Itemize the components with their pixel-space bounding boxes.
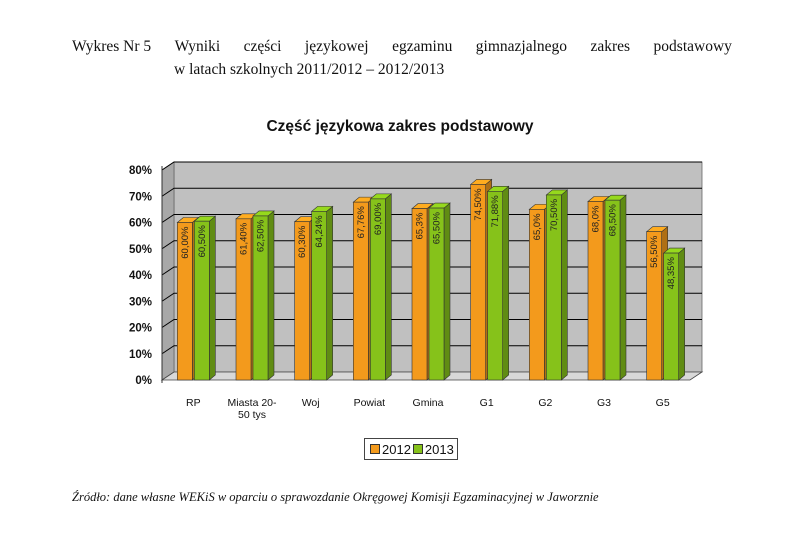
y-tick-label: 0%: [135, 375, 152, 387]
x-tick-label: Miasta 20-: [227, 397, 277, 409]
gridline: [161, 240, 702, 250]
x-tick-label: Woj: [302, 397, 320, 409]
legend-item-2012: 2012: [368, 442, 411, 457]
caption-line-1: Wykres Nr 5 Wyniki części językowej egza…: [72, 38, 732, 56]
data-label: 60,00%: [180, 226, 191, 259]
data-label: 71,88%: [490, 195, 501, 228]
bar-side-2013: [678, 247, 685, 381]
data-label: 60,30%: [297, 225, 308, 258]
y-tick-label: 40%: [129, 270, 152, 282]
source-note: Źródło: dane własne WEKiS w oparciu o sp…: [72, 490, 599, 504]
bar-side-2013: [619, 194, 627, 381]
x-tick-label: G5: [656, 397, 670, 409]
bar-side-2013: [326, 205, 333, 381]
bar-2013: [311, 211, 327, 381]
caption-word: Wyniki: [174, 38, 221, 55]
bar-side-2013: [443, 202, 451, 381]
data-label: 65,0%: [532, 213, 543, 240]
bar-side-2013: [502, 185, 509, 381]
gridline: [161, 345, 702, 355]
data-label: 61,40%: [239, 222, 250, 255]
legend-item-2013: 2013: [411, 442, 454, 457]
gridline: [161, 319, 702, 328]
bar-side-2013: [267, 210, 275, 381]
bar-2013: [604, 199, 621, 381]
bar-2012: [353, 201, 369, 381]
legend-swatch-2013: [412, 444, 423, 454]
data-label: 69,00%: [373, 202, 384, 235]
legend-label-2013: 2013: [424, 441, 454, 457]
bar-2013: [428, 207, 445, 381]
bar-2013: [487, 191, 503, 381]
caption-word: językowej: [304, 38, 369, 55]
gridline: [161, 161, 702, 171]
y-tick-label: 80%: [129, 165, 152, 177]
legend-label-2012: 2012: [382, 441, 411, 457]
bar-2013: [370, 198, 386, 381]
chart-legend: 2012 2013: [364, 438, 458, 460]
bar-2012: [470, 184, 486, 381]
bar-2012: [646, 231, 662, 381]
x-tick-label: 50 tys: [238, 409, 266, 421]
bar-side-2013: [385, 193, 392, 381]
x-tick-label: G2: [538, 397, 552, 409]
gridline: [161, 187, 702, 197]
y-tick-label: 50%: [129, 244, 152, 256]
figure-number: Wykres Nr 5: [72, 38, 152, 55]
data-label: 68,50%: [608, 204, 619, 237]
gridline: [161, 214, 702, 223]
data-label: 60,50%: [197, 225, 208, 258]
x-tick-label: Powiat: [354, 397, 386, 409]
bar-side-2013: [209, 215, 216, 381]
data-label: 62,50%: [256, 219, 267, 252]
bar-2013: [194, 220, 210, 381]
data-label: 70,50%: [549, 198, 560, 231]
y-tick-label: 30%: [129, 296, 152, 308]
caption-word: gimnazjalnego: [475, 38, 568, 55]
bar-2012: [411, 208, 428, 381]
x-tick-label: G1: [480, 397, 494, 409]
caption-word: części: [243, 38, 282, 55]
data-label: 56,50%: [649, 235, 660, 268]
figure-caption: Wykres Nr 5 Wyniki części językowej egza…: [72, 38, 732, 79]
bar-2012: [235, 218, 252, 381]
y-tick-label: 20%: [129, 323, 152, 335]
legend-swatch-2012: [370, 444, 380, 454]
caption-word: podstawowy: [653, 38, 732, 55]
bar-2013: [546, 194, 562, 381]
caption-line-2: w latach szkolnych 2011/2012 – 2012/2013: [174, 61, 445, 78]
y-tick-label: 10%: [129, 349, 152, 361]
data-label: 48,35%: [666, 257, 677, 290]
bar-2012: [294, 221, 310, 381]
data-label: 68,0%: [591, 205, 602, 232]
caption-word: zakres: [590, 38, 631, 55]
data-label: 65,3%: [415, 212, 426, 239]
data-label: 65,50%: [432, 212, 443, 245]
x-tick-label: RP: [186, 397, 201, 409]
y-tick-label: 70%: [129, 191, 152, 203]
x-tick-label: Gmina: [413, 397, 444, 409]
data-label: 64,24%: [314, 215, 325, 248]
x-tick-label: G3: [597, 397, 611, 409]
bar-2013: [252, 215, 269, 381]
gridline: [161, 292, 702, 302]
bar-side-2013: [561, 189, 568, 381]
bar-2012: [587, 201, 604, 381]
caption-word: egzaminu: [392, 38, 453, 55]
chart-title: Część językowa zakres podstawowy: [266, 118, 534, 135]
bar-2013: [663, 252, 679, 381]
data-label: 67,76%: [356, 206, 367, 239]
bar-2012: [529, 209, 545, 381]
gridline: [161, 266, 702, 276]
y-tick-label: 60%: [129, 218, 152, 230]
bar-2012: [177, 222, 193, 381]
data-label: 74,50%: [473, 188, 484, 221]
